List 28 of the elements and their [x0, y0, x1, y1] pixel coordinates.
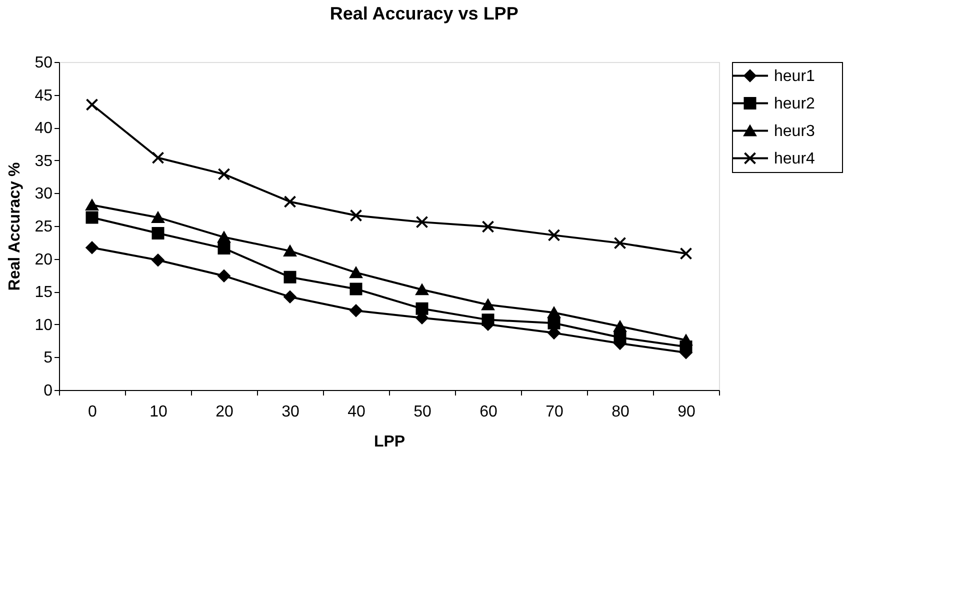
- x-tick-label: 70: [546, 404, 564, 420]
- x-tick-label: 40: [348, 404, 366, 420]
- y-tick-label: 40: [34, 120, 53, 138]
- y-tick-label: 10: [34, 316, 53, 334]
- y-tick-label: 50: [34, 54, 53, 72]
- y-tick-label: 25: [34, 218, 53, 236]
- x-tick-label: 90: [678, 404, 696, 420]
- x-tick-label: 80: [612, 404, 630, 420]
- legend-label: heur2: [774, 95, 816, 112]
- legend-label: heur4: [774, 150, 816, 168]
- y-tick-label: 15: [34, 284, 53, 302]
- x-tick-label: 10: [150, 404, 168, 420]
- x-tick-label: 20: [216, 404, 234, 420]
- x-tick-label: 50: [414, 404, 432, 420]
- legend-label: heur1: [774, 68, 816, 85]
- y-tick-label: 35: [34, 152, 53, 170]
- y-tick-label: 30: [34, 186, 53, 203]
- x-tick-label: 30: [282, 404, 300, 420]
- x-tick-label: 60: [480, 404, 498, 420]
- y-tick-label: 45: [34, 87, 53, 104]
- y-axis-title: Real Accuracy %: [6, 162, 24, 291]
- y-tick-label: 0: [44, 382, 53, 400]
- y-tick-label: 5: [44, 350, 53, 367]
- legend-label: heur3: [774, 122, 816, 140]
- x-tick-label: 0: [88, 404, 98, 420]
- x-axis-title: LPP: [374, 434, 406, 450]
- chart-title: Real Accuracy vs LPP: [330, 4, 518, 24]
- y-tick-label: 20: [34, 251, 53, 268]
